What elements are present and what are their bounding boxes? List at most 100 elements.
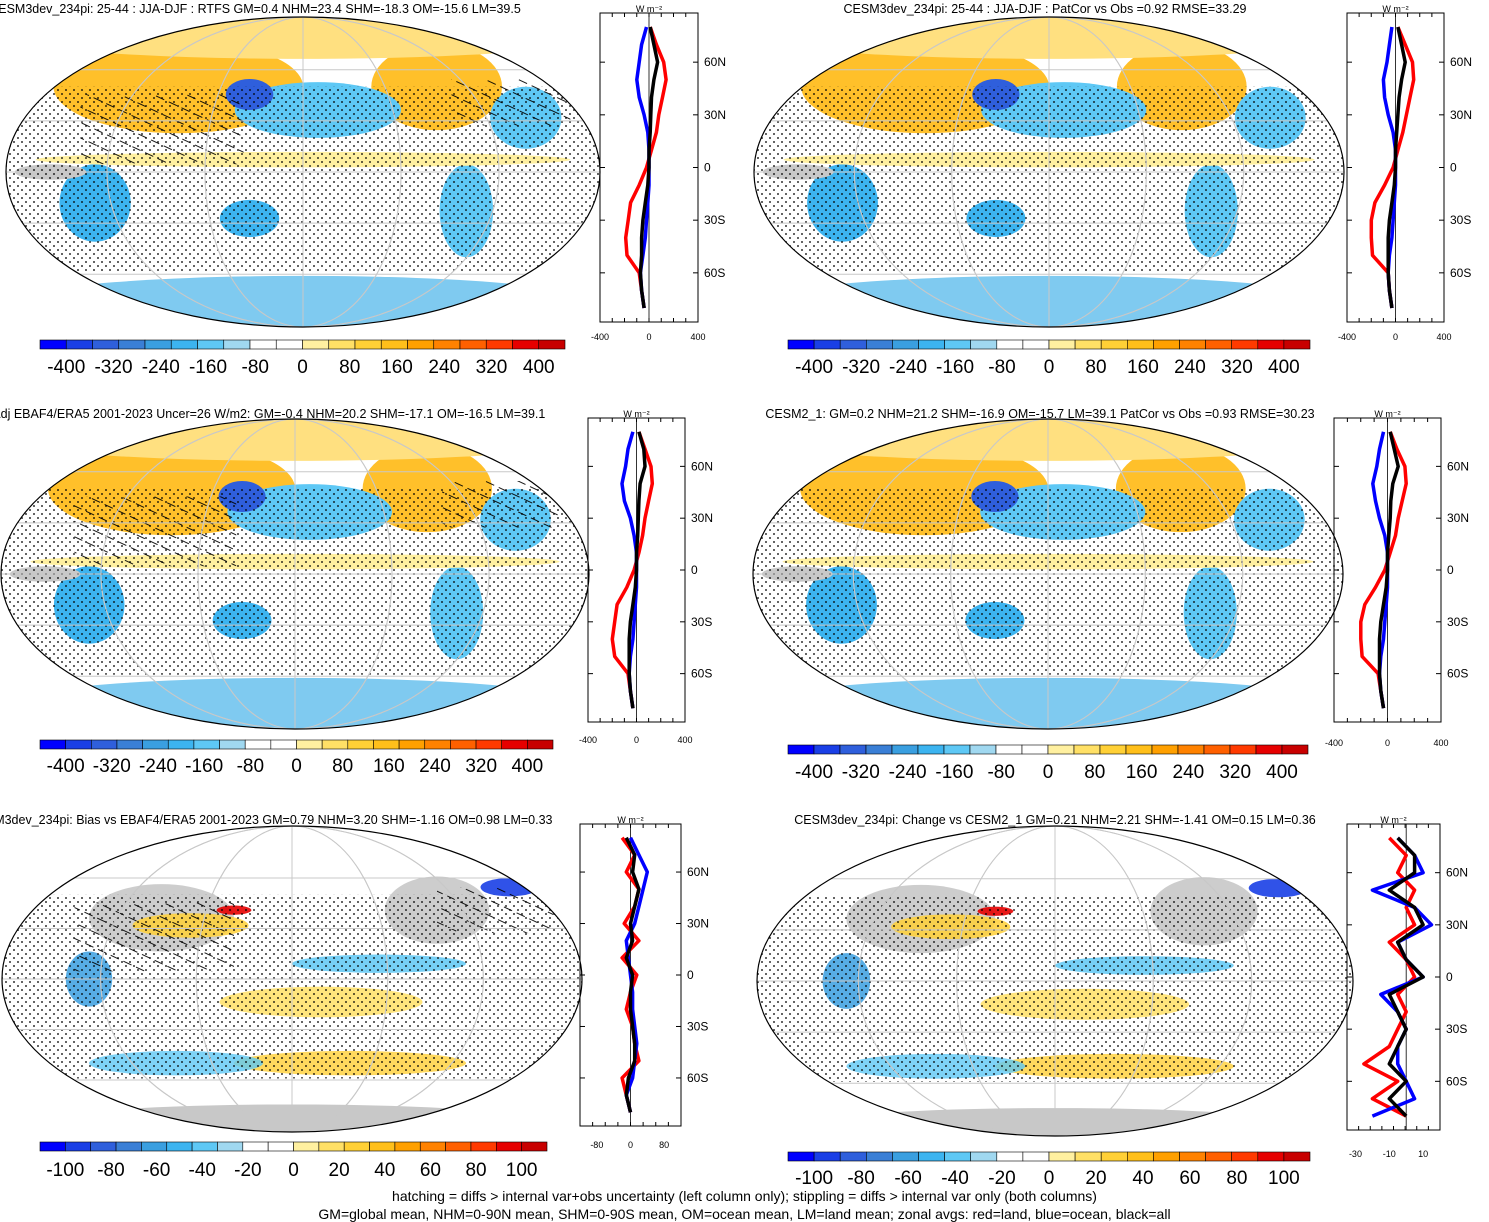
colorbar-label: 320 [476, 357, 508, 378]
profile-lat-label: 30N [1447, 511, 1469, 525]
profile-x-label: 0 [1385, 738, 1390, 748]
colorbar-swatch [1101, 1152, 1127, 1161]
colorbar-swatch [1230, 745, 1256, 754]
colorbar-swatch [788, 745, 814, 754]
colorbar-swatch [788, 1152, 814, 1161]
footnote-means: GM=global mean, NHM=0-90N mean, SHM=0-90… [0, 1206, 1489, 1222]
colorbar-swatch [116, 1142, 141, 1151]
colorbar-label: -160 [935, 762, 973, 783]
colorbar-swatch [996, 745, 1022, 754]
colorbar-swatch [460, 340, 486, 349]
colorbar-swatch [1258, 1152, 1284, 1161]
profile-lat-label: 30S [687, 1019, 708, 1033]
colorbar-swatch [496, 1142, 521, 1151]
panel-1: CESM3dev_234pi: 25-44 : JJA-DJF : RTFS G… [0, 2, 726, 378]
colorbar-swatch [224, 340, 250, 349]
colorbar-swatch [91, 740, 117, 749]
colorbar-swatch [40, 1142, 65, 1151]
profile-lat-label: 30S [704, 213, 725, 227]
colorbar-swatch [970, 745, 996, 754]
profile-lat-label: 0 [1446, 970, 1453, 984]
colorbar-swatch [245, 740, 271, 749]
colorbar-swatch [1100, 745, 1126, 754]
colorbar-swatch [450, 740, 476, 749]
colorbar-label: -320 [842, 357, 880, 378]
profile-line-all [629, 432, 645, 708]
colorbar-label: 0 [1043, 762, 1054, 783]
hatching [75, 903, 235, 972]
colorbar-swatch [919, 1152, 945, 1161]
profile-line-land [626, 27, 666, 308]
colorbar-swatch [117, 740, 143, 749]
colorbar-swatch [814, 1152, 840, 1161]
colorbar-swatch [945, 340, 971, 349]
colorbar-label: -320 [842, 762, 880, 783]
colorbar-label: -80 [97, 1160, 124, 1181]
colorbar-swatch [840, 340, 866, 349]
profile-x-label: -80 [590, 1140, 603, 1150]
colorbar-swatch [513, 340, 539, 349]
profile-x-label: 400 [1433, 738, 1448, 748]
profile-line-land [1361, 432, 1406, 708]
colorbar-swatch [243, 1142, 268, 1151]
colorbar-label: -20 [234, 1160, 261, 1181]
profile-lat-label: 60S [687, 1071, 708, 1085]
colorbar-label: 400 [523, 357, 555, 378]
colorbar-swatch [167, 1142, 192, 1151]
colorbar-swatch [40, 340, 66, 349]
profile-line-land [612, 432, 652, 708]
profile-unit-label: W m⁻² [623, 409, 649, 419]
colorbar-label: 40 [1132, 1168, 1153, 1189]
colorbar-swatch [1180, 1152, 1206, 1161]
profile-lat-label: 0 [1450, 161, 1457, 175]
colorbar-label: -80 [988, 357, 1015, 378]
colorbar-label: -80 [847, 1168, 874, 1189]
map-area [754, 12, 1344, 331]
panel-title: ESM3dev_234pi: Bias vs EBAF4/ERA5 2001-2… [0, 813, 553, 827]
colorbar-swatch [399, 740, 425, 749]
profile-x-label: 400 [677, 735, 692, 745]
colorbar-swatch [866, 340, 892, 349]
colorbar-swatch [866, 1152, 892, 1161]
profile-unit-label: W m⁻² [1380, 815, 1406, 825]
colorbar-swatch [1023, 340, 1049, 349]
colorbar-label: 160 [1126, 762, 1158, 783]
colorbar-swatch [840, 745, 866, 754]
colorbar-swatch [1101, 340, 1127, 349]
colorbar-swatch [408, 340, 434, 349]
colorbar-swatch [997, 1152, 1023, 1161]
profile-lat-label: 30S [1450, 213, 1471, 227]
colorbar-swatch [918, 745, 944, 754]
colorbar-swatch [194, 740, 220, 749]
colorbar-swatch [892, 340, 918, 349]
colorbar-swatch [1049, 1152, 1075, 1161]
colorbar-label: -320 [93, 756, 131, 777]
colorbar-swatch [1256, 745, 1282, 754]
colorbar-swatch [1282, 745, 1308, 754]
map-area [753, 414, 1343, 733]
colorbar-swatch [1284, 340, 1310, 349]
profile-lat-label: 0 [691, 563, 698, 577]
colorbar-label: 100 [506, 1160, 538, 1181]
colorbar-swatch [892, 745, 918, 754]
colorbar-swatch [268, 1142, 293, 1151]
colorbar-label: 0 [297, 357, 308, 378]
colorbar-swatch [322, 740, 348, 749]
hatching [80, 95, 243, 165]
colorbar-label: 0 [1044, 357, 1055, 378]
colorbar-swatch [348, 740, 374, 749]
colorbar-swatch [65, 1142, 90, 1151]
profile-unit-label: W m⁻² [1382, 4, 1408, 14]
colorbar-swatch [527, 740, 553, 749]
hatching [452, 79, 571, 126]
colorbar-swatch [919, 340, 945, 349]
profile-unit-label: W m⁻² [617, 815, 643, 825]
profile-lat-label: 30N [691, 511, 713, 525]
colorbar-label: -60 [143, 1160, 170, 1181]
colorbar-label: -100 [46, 1160, 84, 1181]
profile-lat-label: 0 [687, 968, 694, 982]
